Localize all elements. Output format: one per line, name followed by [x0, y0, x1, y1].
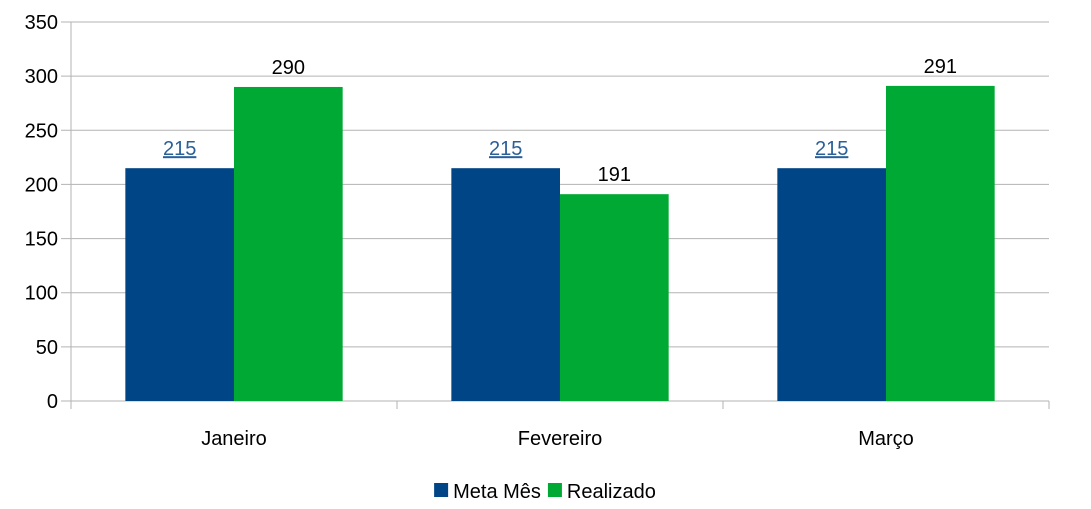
bar-meta-m-s [125, 168, 234, 401]
y-tick-label: 200 [25, 174, 58, 196]
legend-label: Realizado [567, 481, 656, 503]
x-tick-label: Março [858, 428, 914, 450]
y-tick-label: 0 [47, 391, 58, 413]
x-tick-label: Fevereiro [518, 428, 602, 450]
bar-realizado [886, 85, 995, 401]
legend-label: Meta Mês [453, 481, 541, 503]
bar-realizado [234, 86, 343, 401]
y-tick-label: 350 [25, 12, 58, 34]
data-label: 291 [924, 56, 957, 78]
y-tick-label: 50 [36, 337, 58, 359]
bars [125, 85, 995, 401]
data-label: 191 [598, 164, 631, 186]
data-label: 290 [272, 57, 305, 79]
x-tick-label: Janeiro [201, 428, 267, 450]
data-label: 215 [163, 138, 196, 160]
y-tick-label: 300 [25, 66, 58, 88]
legend: Meta Mês Realizado [434, 481, 656, 503]
data-label: 215 [815, 138, 848, 160]
bar-meta-m-s [777, 168, 886, 401]
data-labels: 215 290 215 191 215 291 [163, 56, 957, 186]
data-label: 215 [489, 138, 522, 160]
x-axis-tick-labels: Janeiro Fevereiro Março [201, 428, 914, 450]
y-axis-tick-labels: 0 50 100 150 200 250 300 350 [25, 12, 58, 413]
bar-realizado [560, 194, 669, 401]
y-tick-label: 150 [25, 229, 58, 251]
y-tick-label: 100 [25, 283, 58, 305]
y-tick-label: 250 [25, 120, 58, 142]
bar-meta-m-s [451, 168, 560, 401]
legend-swatch [434, 483, 449, 497]
legend-swatch [547, 483, 562, 497]
